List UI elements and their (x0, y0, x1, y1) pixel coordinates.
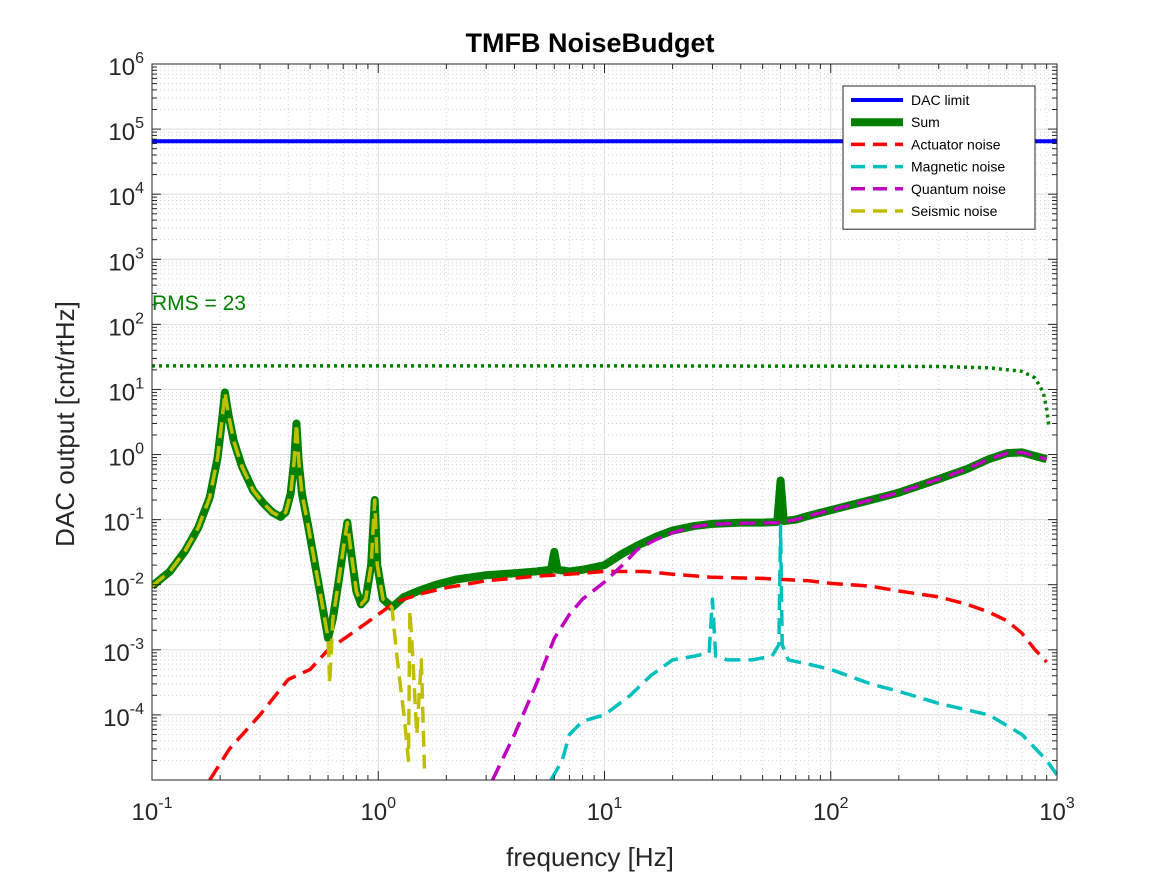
x-tick-exponent: 0 (387, 795, 396, 812)
x-tick-exponent: 3 (1066, 795, 1075, 812)
series-magnetic-noise (549, 524, 1057, 780)
x-tick-base: 10 (1039, 799, 1066, 826)
series-sum (152, 388, 1048, 643)
y-tick-base: 10 (108, 119, 135, 146)
y-tick-exponent: -1 (130, 506, 144, 523)
chart-title: TMFB NoiseBudget (466, 28, 715, 58)
x-axis-title: frequency [Hz] (506, 842, 674, 872)
y-tick-exponent: -4 (130, 701, 144, 718)
y-tick-label: 104 (108, 180, 144, 211)
x-tick-base: 10 (813, 799, 840, 826)
y-tick-exponent: 3 (135, 245, 144, 262)
x-tick-label: 10-1 (132, 795, 173, 826)
series-seismic-noise (152, 390, 427, 769)
series-layer (152, 139, 1057, 780)
x-tick-exponent: 2 (840, 795, 849, 812)
y-tick-base: 10 (103, 575, 130, 602)
y-tick-label: 10-2 (103, 571, 144, 602)
y-tick-base: 10 (108, 184, 135, 211)
y-tick-base: 10 (103, 510, 130, 537)
y-tick-label: 105 (108, 115, 144, 146)
y-tick-exponent: 6 (135, 50, 144, 67)
legend-label-sum: Sum (911, 114, 940, 130)
y-tick-label: 102 (108, 310, 144, 341)
y-tick-base: 10 (108, 445, 135, 472)
legend-label-actuator-noise: Actuator noise (911, 136, 1001, 152)
x-tick-exponent: 1 (613, 795, 622, 812)
x-tick-base: 10 (132, 799, 159, 826)
y-tick-exponent: 2 (135, 310, 144, 327)
x-tick-label: 103 (1039, 795, 1075, 826)
x-tick-label: 101 (587, 795, 623, 826)
legend-label-seismic-noise: Seismic noise (911, 203, 998, 219)
y-tick-base: 10 (108, 54, 135, 81)
series-actuator-noise (208, 569, 1048, 780)
legend-label-quantum-noise: Quantum noise (911, 181, 1006, 197)
y-tick-label: 10-1 (103, 506, 144, 537)
y-tick-exponent: -3 (130, 636, 144, 653)
y-tick-exponent: 5 (135, 115, 144, 132)
y-tick-label: 106 (108, 50, 144, 81)
x-tick-labels: 10-1 100 101 102 103 (132, 795, 1075, 826)
y-tick-label: 10-4 (103, 701, 144, 732)
y-tick-base: 10 (103, 640, 130, 667)
y-tick-label: 100 (108, 441, 144, 472)
y-tick-label: 103 (108, 245, 144, 276)
x-tick-label: 102 (813, 795, 849, 826)
tick-marks (151, 64, 1057, 781)
legend: DAC limit Sum Actuator noise Magnetic noise… (842, 85, 1036, 230)
y-tick-exponent: -2 (130, 571, 144, 588)
x-tick-base: 10 (587, 799, 614, 826)
x-tick-base: 10 (360, 799, 387, 826)
legend-label-dac-limit: DAC limit (911, 92, 969, 108)
y-tick-exponent: 4 (135, 180, 144, 197)
rms-annotation: RMS = 23 (152, 292, 246, 315)
y-tick-exponent: 1 (135, 375, 144, 392)
y-tick-label: 101 (108, 375, 144, 406)
legend-box (842, 85, 1036, 230)
y-tick-exponent: 0 (135, 441, 144, 458)
y-axis-title: DAC output [cnt/rtHz] (50, 301, 80, 547)
y-tick-base: 10 (108, 314, 135, 341)
series-quantum-noise (490, 450, 1048, 780)
y-tick-base: 10 (108, 249, 135, 276)
x-tick-label: 100 (360, 795, 396, 826)
x-tick-exponent: -1 (158, 795, 172, 812)
y-tick-base: 10 (108, 379, 135, 406)
y-tick-base: 10 (103, 705, 130, 732)
y-tick-label: 10-3 (103, 636, 144, 667)
legend-label-magnetic-noise: Magnetic noise (911, 159, 1005, 175)
